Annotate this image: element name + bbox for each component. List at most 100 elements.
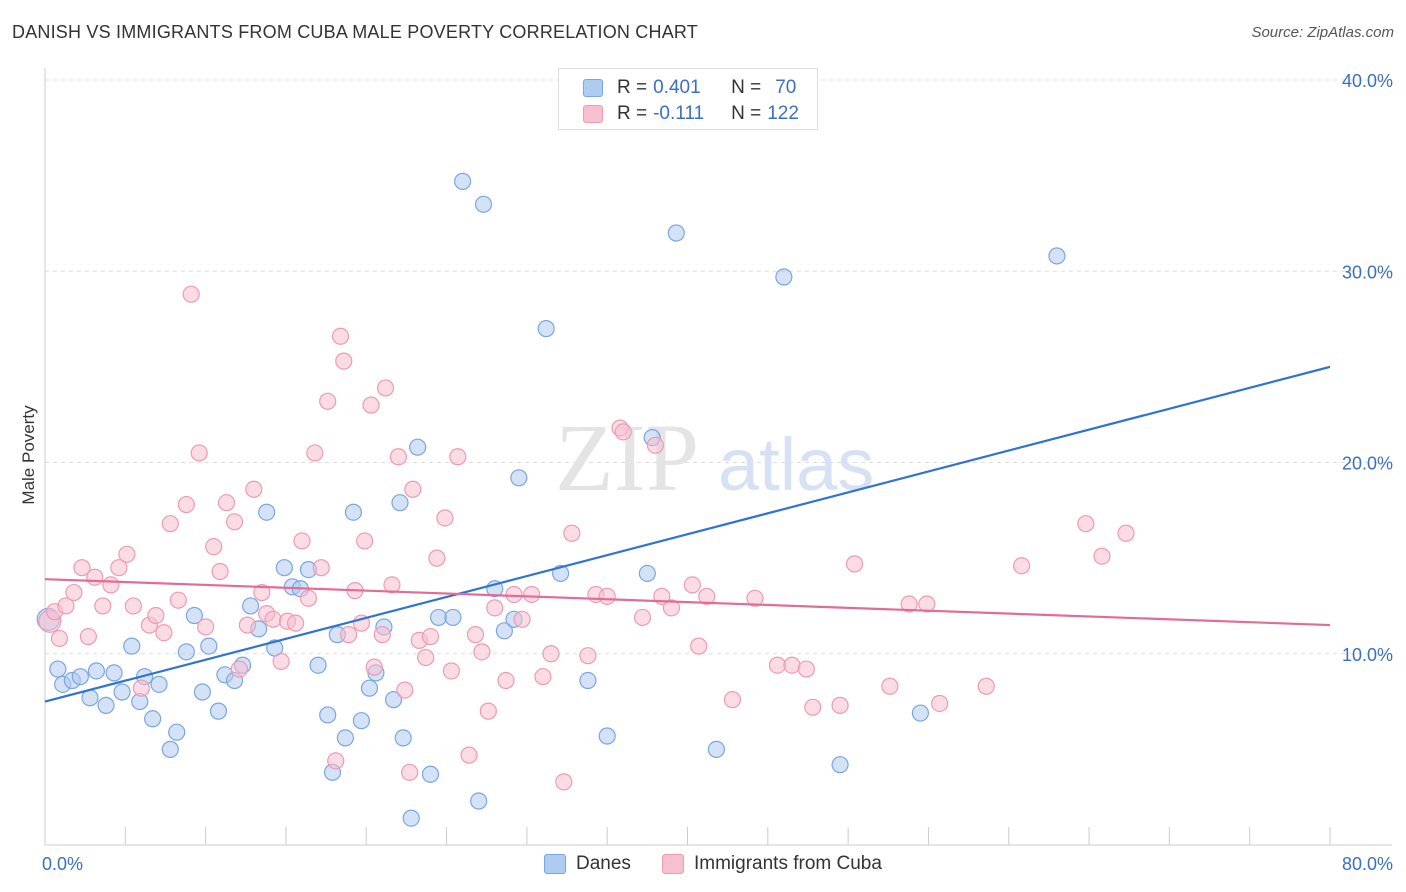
cuba-point [339,626,358,644]
cuba-point [534,668,552,686]
cuba-point [373,626,391,644]
cuba-point [217,494,236,512]
danes-point [470,792,488,810]
cuba-point [190,444,208,462]
cuba-point [797,660,815,678]
cuba-points [38,285,1135,791]
legend-row-danes: R = 0.401 N = 70 [583,76,796,100]
cuba-point [356,532,374,550]
danes-point [911,704,930,722]
danes-point [775,268,793,286]
danes-trend-line [44,365,1331,703]
cuba-point [225,513,244,531]
legend-item-danes: Danes [544,852,631,876]
cuba-point [331,327,350,345]
cuba-legend-label: Immigrants from Cuba [694,853,882,874]
danes-point [667,224,685,242]
danes-point [123,637,141,655]
cuba-point [57,597,75,615]
cuba-point [633,608,652,627]
cuba-point [155,624,173,642]
danes-point [113,683,131,701]
stats-legend: R = 0.401 N = 70 R = -0.111 N = 122 [558,68,818,130]
danes-point [144,710,162,728]
cuba-point [383,576,401,594]
cuba-point [831,696,849,714]
danes-point [105,664,123,682]
cuba-point [132,679,150,697]
danes-point [168,723,186,741]
cuba-point [299,589,318,607]
cuba-point [205,538,223,556]
cuba-point [555,773,573,791]
danes-point [258,503,276,521]
danes-point [598,727,616,745]
cuba-point [211,562,229,581]
danes-n-value: 70 [775,77,797,98]
cuba-point [272,652,290,671]
cuba-point [473,643,491,661]
cuba-point [197,618,215,636]
cuba-point [73,559,91,577]
cuba-point [319,392,337,410]
danes-point [275,559,293,577]
cuba-point [253,583,271,602]
y-tick-label: 20.0% [1342,454,1393,474]
cuba-point [436,509,454,527]
danes-point [177,643,195,661]
cuba-point [161,515,179,533]
y-tick-label: 40.0% [1342,71,1393,91]
cuba-point [50,629,69,648]
cuba-point [598,587,616,605]
cuba-point [723,691,742,709]
cuba-point [513,610,531,628]
cuba-point [931,694,949,713]
cuba-point [404,480,422,498]
cuba-r-label: R = [617,103,648,124]
watermark-atlas: atlas [718,423,874,506]
danes-point [150,675,168,693]
danes-point [510,469,528,487]
cuba-point [523,585,541,604]
danes-n-label: N = [731,77,762,98]
cuba-point [293,532,311,550]
danes-r-label: R = [617,77,648,98]
cuba-point [1012,557,1031,575]
cuba-point [428,549,446,567]
danes-point [209,702,228,720]
x-tick-label-min: 0.0% [42,854,83,874]
cuba-point [1117,524,1135,542]
y-tick-label: 10.0% [1342,645,1393,665]
danes-point [384,691,403,709]
danes-point [161,740,179,758]
danes-point [71,668,89,686]
cuba-point [327,752,345,770]
danes-point [87,662,106,680]
danes-point [444,608,462,627]
danes-point [409,438,427,456]
danes-point [97,696,115,714]
cuba-point [563,524,581,542]
danes-point [638,564,656,583]
cuba-n-value: 122 [767,103,799,124]
danes-point [49,660,67,678]
cuba-point [646,436,664,454]
legend-item-cuba: Immigrants from Cuba [662,852,882,876]
cuba-point [579,647,597,665]
cuba-point [362,396,380,414]
cuba-point [746,589,764,607]
cuba-point [86,568,104,586]
cuba-point [335,352,353,370]
cuba-swatch [583,105,603,123]
cuba-point [147,606,165,625]
danes-r-value: 0.401 [653,77,701,98]
y-tick-label: 30.0% [1342,262,1393,282]
danes-point [537,320,555,338]
cuba-point [286,614,305,632]
cuba-point [389,448,407,466]
cuba-point [79,627,97,646]
cuba-point [698,587,716,605]
legend-row-cuba: R = -0.111 N = 122 [583,102,799,126]
watermark-zip: ZIP [555,404,699,511]
danes-point [193,683,212,701]
